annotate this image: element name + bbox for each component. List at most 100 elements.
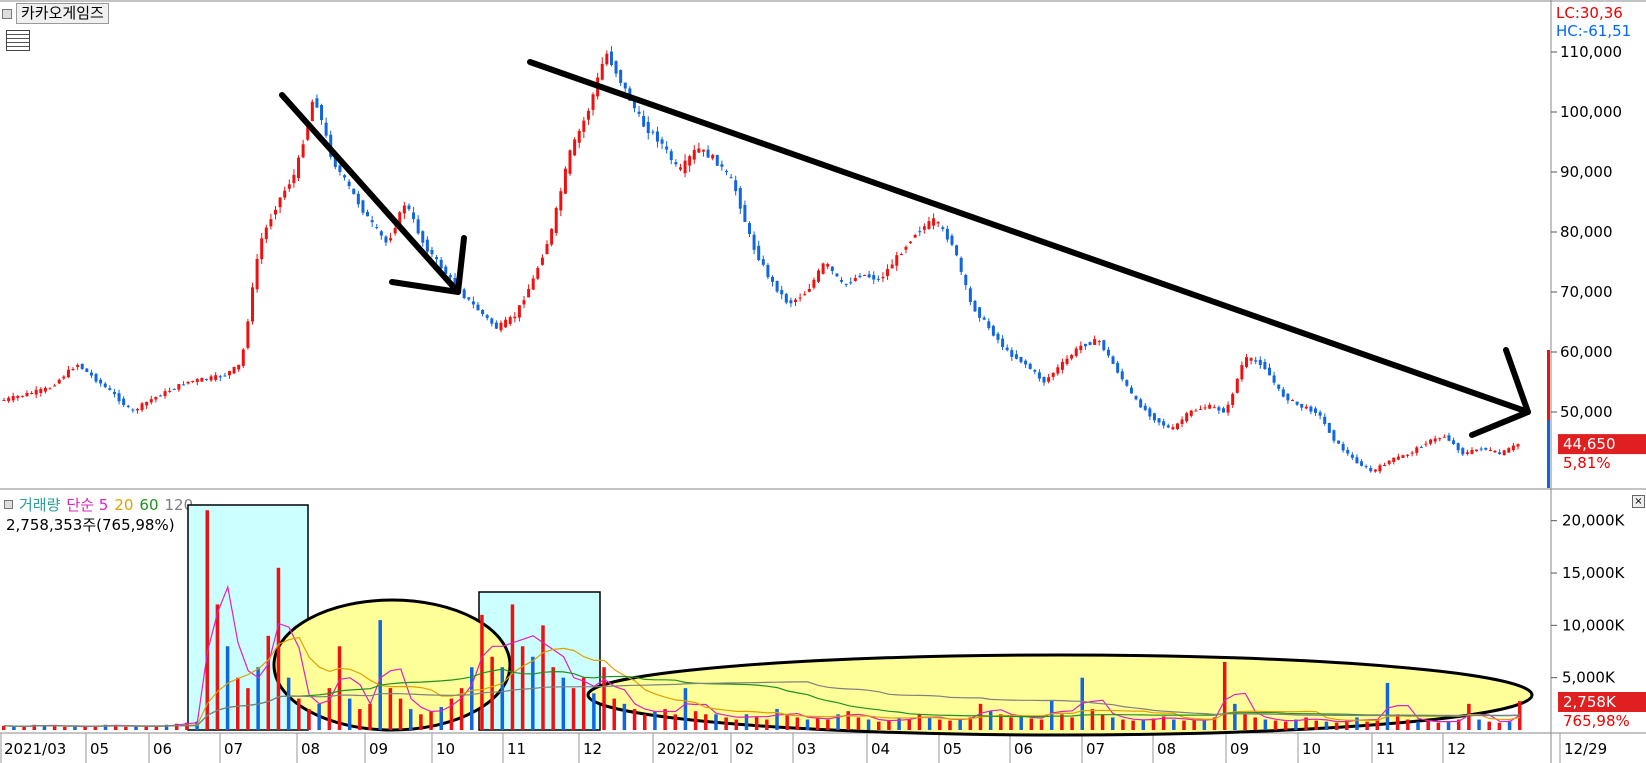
xaxis-tick-label: 09 [369, 740, 388, 758]
candle-body [435, 257, 439, 260]
candle-body [195, 379, 199, 383]
candle-body [48, 388, 52, 390]
candle-body [2, 399, 6, 401]
volume-bar [1467, 703, 1471, 730]
volume-bar [1151, 718, 1156, 730]
volume-bar [378, 620, 382, 730]
close-icon[interactable]: × [1632, 495, 1645, 508]
volume-bar [1182, 720, 1186, 730]
candle-body [697, 148, 701, 153]
stock-title[interactable]: 카카오게임즈 [2, 3, 109, 24]
trend-arrowhead-2 [1469, 347, 1531, 438]
candle-body [1268, 367, 1272, 376]
candle-body [246, 321, 250, 348]
candle-body [1093, 339, 1097, 345]
candle-body [1387, 460, 1391, 464]
candle-body [181, 384, 185, 386]
volume-bar [1039, 719, 1044, 730]
candle-body [1392, 457, 1396, 462]
candle-body [1189, 410, 1193, 416]
candle-body [1047, 377, 1051, 382]
candle-body [1037, 372, 1041, 379]
legend-volume: 거래량 [19, 496, 61, 514]
candle-body [1231, 393, 1235, 406]
candle-body [356, 193, 360, 205]
candle-body [895, 255, 899, 266]
candle-body [1429, 439, 1433, 444]
candle-body [306, 122, 310, 140]
candle-body [545, 244, 549, 255]
volume-bar [1375, 719, 1380, 730]
table-grid-icon[interactable] [6, 30, 30, 51]
candle-body [688, 156, 692, 166]
volume-bar [999, 714, 1003, 730]
trend-arrowhead-1 [389, 235, 467, 295]
volume-bar [1100, 714, 1105, 730]
candle-body [508, 317, 512, 324]
volume-legend: 거래량 단순 5 20 60 120 [4, 494, 193, 515]
volume-bar [1019, 716, 1023, 730]
volume-bar [1426, 720, 1430, 730]
candle-body [283, 190, 287, 198]
volume-bar [1090, 709, 1095, 730]
volume-bar [805, 719, 810, 730]
candle-body [1314, 408, 1318, 413]
volume-bar [1294, 719, 1298, 730]
volume-panel-menu-icon[interactable] [4, 500, 13, 509]
candle-body [333, 152, 337, 168]
candle-body [835, 273, 839, 277]
volume-bar [1416, 721, 1420, 730]
volume-bar [388, 688, 393, 730]
candle-body [1341, 444, 1345, 451]
candle-body [540, 257, 544, 265]
candle-body [204, 378, 208, 380]
volume-bar [948, 720, 952, 730]
candle-body [471, 301, 475, 305]
candle-body [1396, 456, 1400, 460]
candle-body [582, 120, 586, 132]
volume-bar [42, 725, 47, 730]
candle-body [421, 231, 425, 243]
volume-bar [22, 726, 26, 730]
volume-bar [1355, 717, 1359, 730]
candle-body [600, 63, 604, 80]
candle-body [122, 398, 126, 405]
volume-bar [1273, 720, 1278, 730]
candle-body [444, 266, 448, 274]
volume-bar [1161, 716, 1166, 730]
candle-body [890, 264, 894, 269]
candle-body [214, 375, 218, 380]
price-tick-label: 60,000 [1560, 343, 1613, 361]
candle-body [720, 164, 724, 167]
volume-bar [938, 719, 942, 730]
candle-body [531, 278, 535, 290]
candle-body [1106, 349, 1110, 356]
candle-body [191, 380, 195, 382]
volume-bar [1446, 721, 1451, 730]
candle-body [1001, 338, 1005, 348]
candle-body [227, 371, 231, 376]
volume-bar [1141, 719, 1146, 730]
candle-body [711, 155, 715, 159]
candle-body [729, 177, 733, 179]
candle-body [1461, 448, 1465, 455]
stock-name-label[interactable]: 카카오게임즈 [16, 3, 109, 24]
trend-line-1 [279, 92, 461, 295]
candle-body [761, 259, 765, 265]
volume-bar [1070, 717, 1074, 730]
volume-bar [846, 711, 850, 730]
candle-body [807, 288, 811, 292]
candle-body [149, 399, 153, 403]
candle-body [25, 392, 29, 397]
candle-body [978, 307, 982, 318]
volume-bar [887, 720, 891, 730]
panel-menu-icon[interactable] [2, 8, 12, 19]
volume-bar [276, 567, 281, 730]
volume-bar [215, 604, 220, 730]
candle-body [927, 221, 931, 229]
candle-body [237, 364, 241, 370]
xaxis-tick-label: 12/29 [1564, 740, 1607, 758]
candle-body [1465, 452, 1469, 454]
candle-body [1488, 449, 1492, 451]
